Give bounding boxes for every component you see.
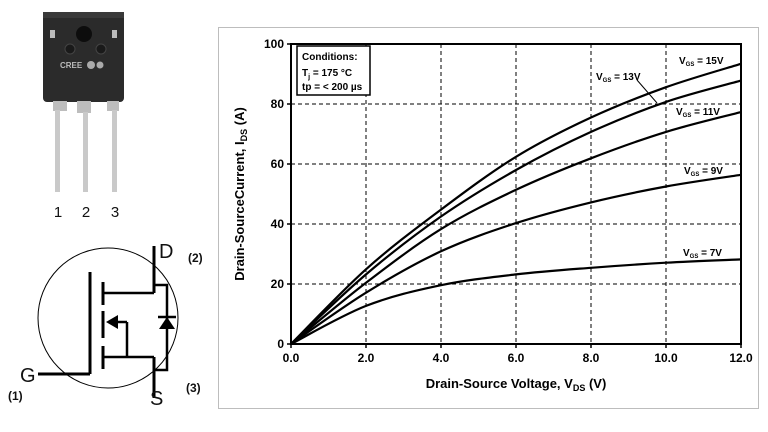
x-tick-label: 6.0: [508, 351, 525, 365]
curve-label: VGS = 11V: [676, 107, 720, 119]
gate-pin-label: (1): [8, 389, 23, 403]
vgs-13v-leader-line: [636, 79, 658, 104]
conditions-tp: tp = < 200 µs: [302, 82, 363, 93]
y-tick-label: 40: [271, 217, 285, 231]
brand-logo: CREE: [60, 61, 83, 70]
axis-ticks: 0.0 2.0 4.0 6.0 8.0 10.0 12.0 0 20 40 60 80 100: [264, 37, 753, 365]
y-tick-label: 60: [271, 157, 285, 171]
source-pin-label: (3): [186, 381, 201, 395]
y-tick-label: 0: [277, 337, 284, 351]
curve-vgs-13v: [290, 79, 742, 345]
x-tick-label: 4.0: [433, 351, 450, 365]
source-label: S: [150, 388, 163, 410]
conditions-heading: Conditions:: [302, 52, 358, 63]
drain-label: D: [159, 241, 173, 263]
pin-label-3: 3: [111, 204, 119, 221]
gate-label: G: [20, 365, 36, 387]
curve-vgs-7v: [290, 258, 742, 345]
x-tick-label: 10.0: [654, 351, 678, 365]
curve-label: VGS = 9V: [684, 166, 723, 178]
curve-vgs-9v: [290, 173, 742, 345]
x-tick-label: 2.0: [358, 351, 375, 365]
curve-vgs-15v: [290, 62, 742, 345]
to247-package-photo: CREE: [43, 12, 124, 192]
curve-label: VGS = 7V: [683, 248, 722, 260]
pin-label-1: 1: [54, 204, 62, 221]
drain-pin-label: (2): [188, 251, 203, 265]
curve-vgs-11v: [290, 111, 742, 345]
curve-label: VGS = 15V: [679, 56, 724, 68]
y-tick-label: 100: [264, 37, 284, 51]
conditions-box: Conditions: Tj = 175 °C tp = < 200 µs: [296, 45, 371, 96]
grid-lines: [291, 44, 741, 344]
conditions-tj: Tj = 175 °C: [302, 68, 352, 81]
y-axis-label: Drain-SourceCurrent, IDS (A): [232, 107, 249, 281]
curve-label: VGS = 13V: [596, 72, 641, 84]
curve-labels: VGS = 15V VGS = 13V VGS = 11V VGS = 9V VGS =…: [596, 56, 724, 260]
chart-frame: [218, 27, 759, 409]
x-tick-label: 8.0: [583, 351, 600, 365]
x-axis-label: Drain-Source Voltage, VDS (V): [426, 376, 607, 393]
x-tick-label: 12.0: [729, 351, 753, 365]
y-tick-label: 20: [271, 277, 285, 291]
pin-label-2: 2: [82, 204, 90, 221]
curves: [290, 62, 742, 345]
y-tick-label: 80: [271, 97, 285, 111]
x-tick-label: 0.0: [283, 351, 300, 365]
mosfet-schematic-symbol: [37, 246, 179, 398]
device-illustration: CREE 1 2 3 D (2) G (1) S (3): [8, 12, 203, 410]
